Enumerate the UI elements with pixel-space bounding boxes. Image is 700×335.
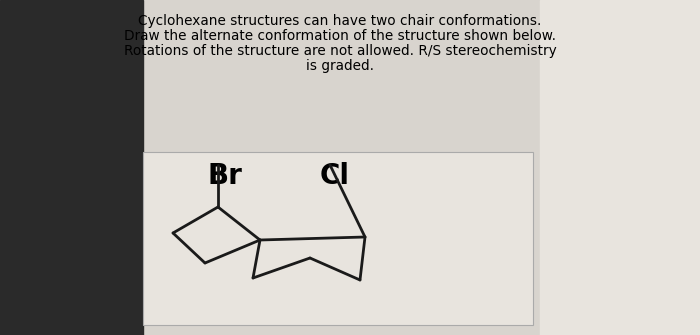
Bar — [0, 0, 143, 335]
Text: Cyclohexane structures can have two chair conformations.: Cyclohexane structures can have two chai… — [139, 14, 542, 28]
Text: is graded.: is graded. — [306, 59, 374, 73]
Text: Br: Br — [208, 162, 243, 190]
Bar — [143, 152, 533, 325]
Text: Cl: Cl — [320, 162, 350, 190]
Bar — [540, 0, 700, 335]
Text: Draw the alternate conformation of the structure shown below.: Draw the alternate conformation of the s… — [124, 29, 556, 43]
Text: Rotations of the structure are not allowed. R/S stereochemistry: Rotations of the structure are not allow… — [124, 44, 557, 58]
